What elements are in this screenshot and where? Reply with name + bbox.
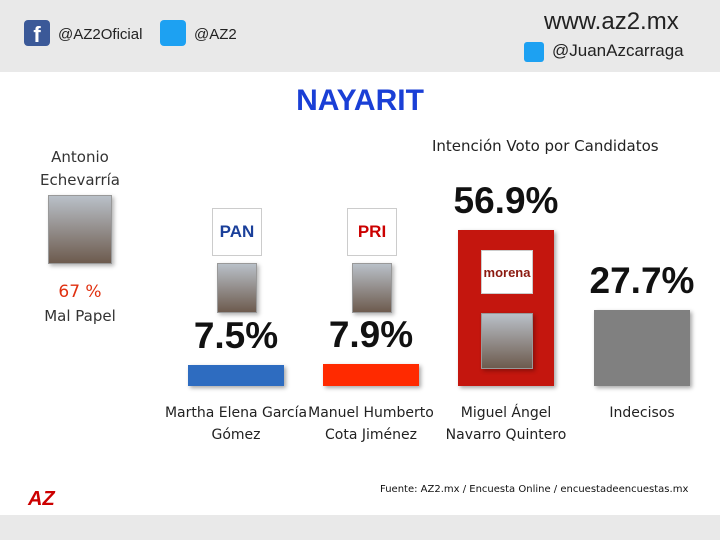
candidate-photo <box>217 263 257 313</box>
candidate-photo <box>481 313 533 369</box>
category-label: Miguel Ángel Navarro Quintero <box>445 405 567 443</box>
chart-title: NAYARIT <box>296 84 424 117</box>
party-logo: PAN <box>212 208 262 256</box>
annotation-name: Antonio Echevarría <box>40 148 120 189</box>
party-logo: PRI <box>347 208 397 256</box>
party-logo: morena <box>481 250 533 295</box>
value-label: 56.9% <box>453 180 559 222</box>
twitter-handle: @JuanAzcarraga <box>552 41 684 60</box>
facebook-handle: @AZ2Oficial <box>58 26 143 43</box>
value-label: 7.9% <box>328 314 414 356</box>
brand-logo: AZ <box>28 488 55 510</box>
footer-band <box>0 515 720 540</box>
bar <box>188 365 284 386</box>
twitter-handle: @AZ2 <box>194 26 237 43</box>
twitter-icon <box>160 20 186 46</box>
facebook-icon: f <box>24 20 50 47</box>
bar <box>594 310 690 386</box>
annotation-note: Mal Papel <box>44 307 116 325</box>
value-label: 27.7% <box>589 260 695 302</box>
category-label: Indecisos <box>609 405 675 421</box>
category-label: Manuel Humberto Cota Jiménez <box>308 405 434 443</box>
chart-subtitle: Intención Voto por Candidatos <box>432 137 659 155</box>
site-url: www.az2.mx <box>544 8 679 35</box>
candidate-photo <box>352 263 392 313</box>
header-band <box>0 0 720 72</box>
source: Fuente: AZ2.mx / Encuesta Online / encue… <box>380 484 689 495</box>
value-label: 7.5% <box>193 315 279 357</box>
twitter-icon <box>524 42 544 62</box>
candidate-photo <box>48 195 112 264</box>
annotation-label: 67 % <box>58 282 102 302</box>
bar <box>323 364 419 386</box>
category-label: Martha Elena García Gómez <box>164 405 308 443</box>
